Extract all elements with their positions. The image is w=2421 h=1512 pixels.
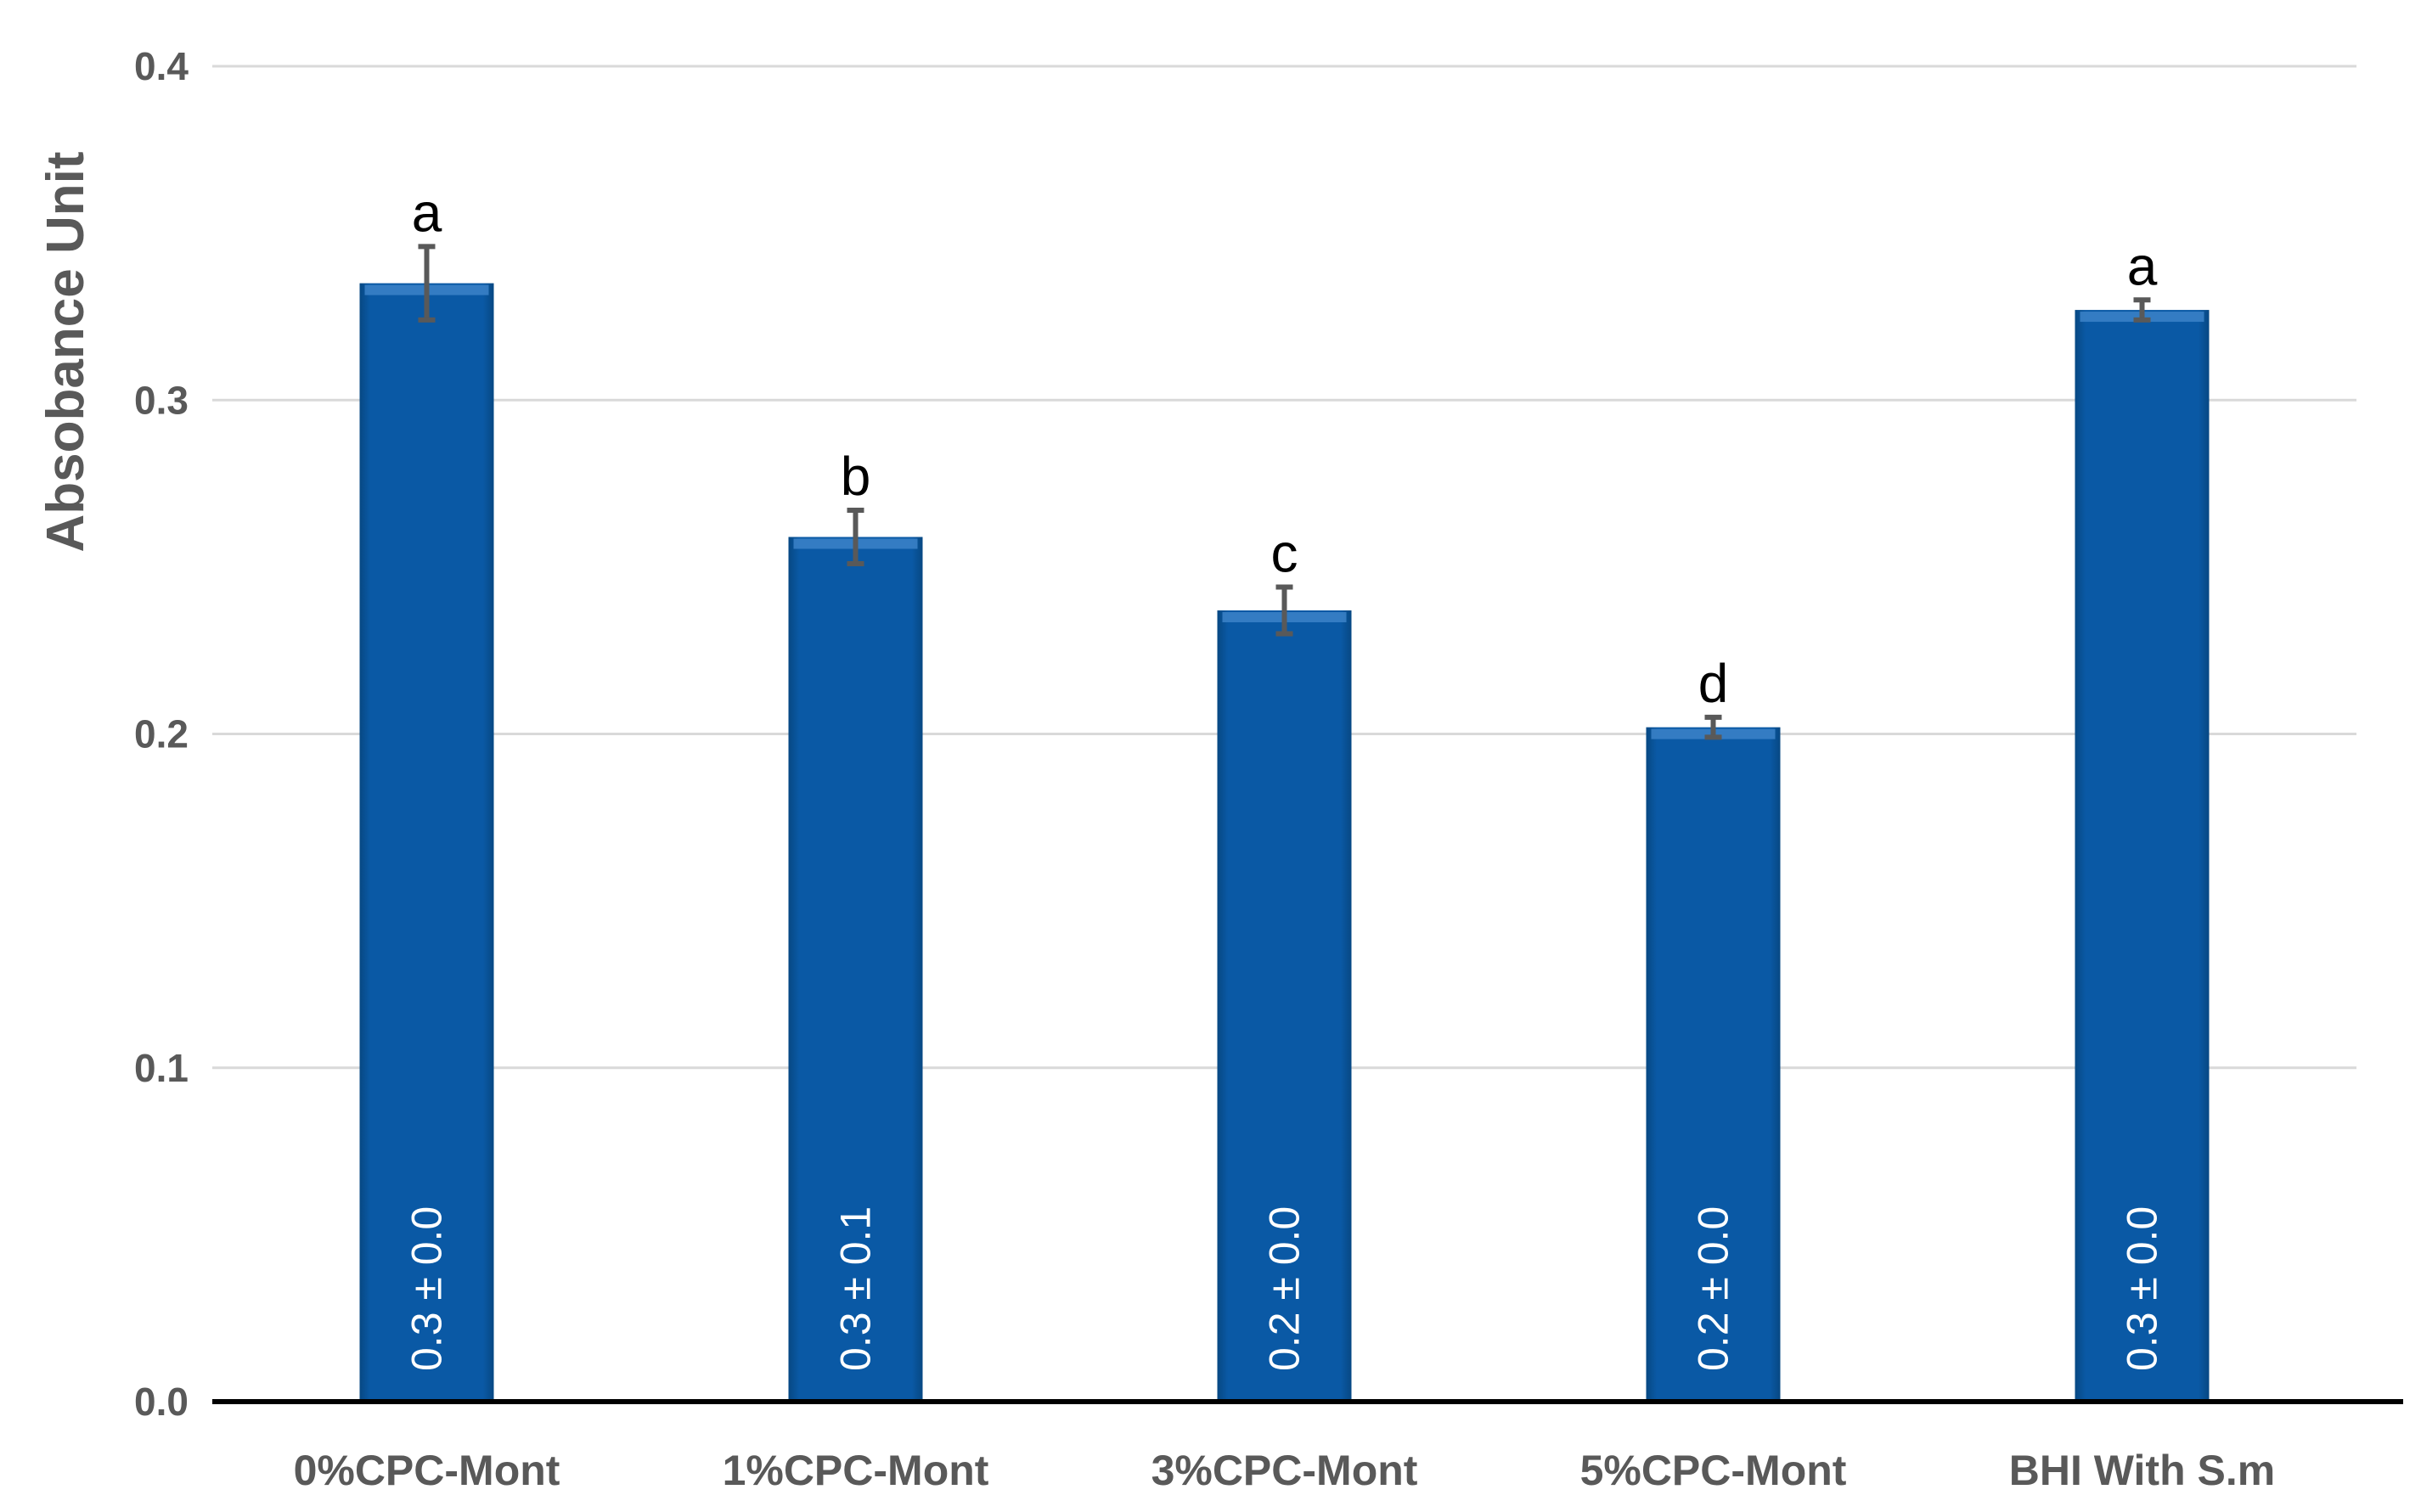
bar: [2075, 310, 2210, 1402]
bar-value-label: 0.3 ± 0.1: [832, 1206, 880, 1371]
x-category-label: BHI With S.m: [2009, 1447, 2275, 1494]
bar-value-label: 0.3 ± 0.0: [2119, 1206, 2166, 1371]
y-axis-ticks: 0.0 0.1 0.2 0.3 0.4: [134, 44, 189, 1424]
significance-letters: a b c d a: [412, 182, 2158, 713]
significance-letter: a: [2127, 235, 2158, 296]
significance-letter: c: [1271, 522, 1298, 583]
y-tick-label: 0.4: [134, 44, 189, 88]
bar-value-label: 0.2 ± 0.0: [1690, 1206, 1737, 1371]
significance-letter: b: [841, 446, 871, 507]
error-bars: [418, 244, 2151, 740]
x-category-label: 1%CPC-Mont: [723, 1447, 989, 1494]
y-tick-label: 0.3: [134, 378, 189, 422]
bar-value-label: 0.2 ± 0.0: [1261, 1206, 1309, 1371]
y-axis-title: Absobance Unit: [37, 152, 95, 553]
bar: [788, 537, 923, 1402]
bar: [359, 283, 494, 1402]
bars: [359, 283, 2210, 1402]
bar-value-label: 0.3 ± 0.0: [403, 1206, 451, 1371]
x-category-label: 3%CPC-Mont: [1151, 1447, 1418, 1494]
y-tick-label: 0.1: [134, 1046, 189, 1090]
bar: [1646, 727, 1781, 1402]
x-category-label: 5%CPC-Mont: [1580, 1447, 1847, 1494]
significance-letter: d: [1698, 653, 1729, 714]
category-labels: 0%CPC-Mont 1%CPC-Mont 3%CPC-Mont 5%CPC-Mont…: [294, 1447, 2276, 1494]
y-tick-label: 0.2: [134, 712, 189, 756]
significance-letter: a: [412, 182, 442, 243]
x-category-label: 0%CPC-Mont: [294, 1447, 560, 1494]
bar: [1217, 610, 1352, 1402]
y-tick-label: 0.0: [134, 1380, 189, 1424]
bar-value-labels: 0.3 ± 0.0 0.3 ± 0.1 0.2 ± 0.0 0.2 ± 0.0 0.3 …: [403, 1206, 2166, 1371]
